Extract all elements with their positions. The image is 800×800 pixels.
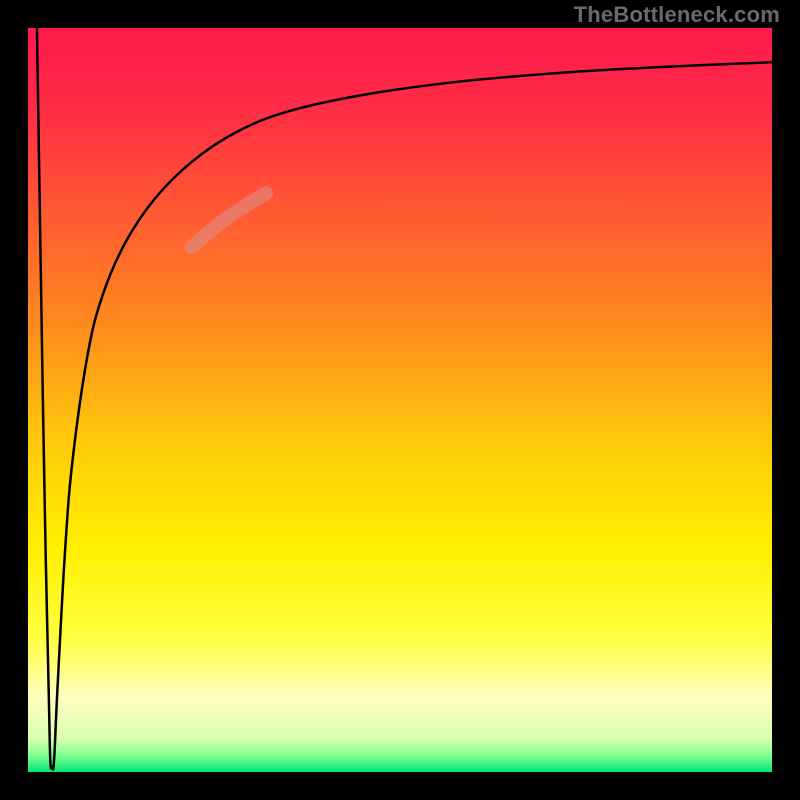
- chart-container: TheBottleneck.com: [0, 0, 800, 800]
- bottleneck-chart: [0, 0, 800, 800]
- attribution-text: TheBottleneck.com: [574, 2, 780, 28]
- plot-background: [28, 28, 772, 772]
